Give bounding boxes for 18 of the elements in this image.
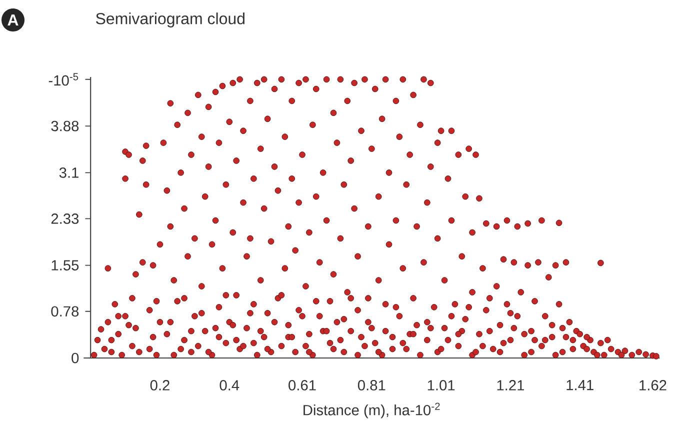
y-tick-label: -10$^{-5}$: [48, 73, 78, 86]
y-tick-label: 3.88: [51, 120, 79, 132]
x-tick-label: 0.81: [358, 380, 386, 390]
x-tick-label: 0.4: [220, 380, 240, 390]
x-tick-label: 1.62: [640, 380, 666, 390]
x-tick-label: 0.61: [288, 380, 316, 390]
x-tick-label: 1.21: [497, 380, 524, 390]
text: A: [8, 14, 18, 26]
x-tick-label: 1.41: [566, 380, 594, 390]
x-axis-title: Distance (m), ha-10$^{-2}$: [304, 402, 440, 418]
y-tick-label: 2.33: [51, 214, 79, 224]
x-tick-label: 1.01: [428, 380, 455, 390]
chart-title: Semivariogram cloud: [96, 12, 244, 28]
y-tick-label: 0: [72, 352, 79, 364]
y-tick-label: 3.1: [59, 167, 79, 178]
x-tick-label: 0.2: [150, 380, 170, 390]
y-tick-label: 1.55: [52, 260, 79, 270]
y-tick-label: 0.78: [51, 306, 79, 317]
